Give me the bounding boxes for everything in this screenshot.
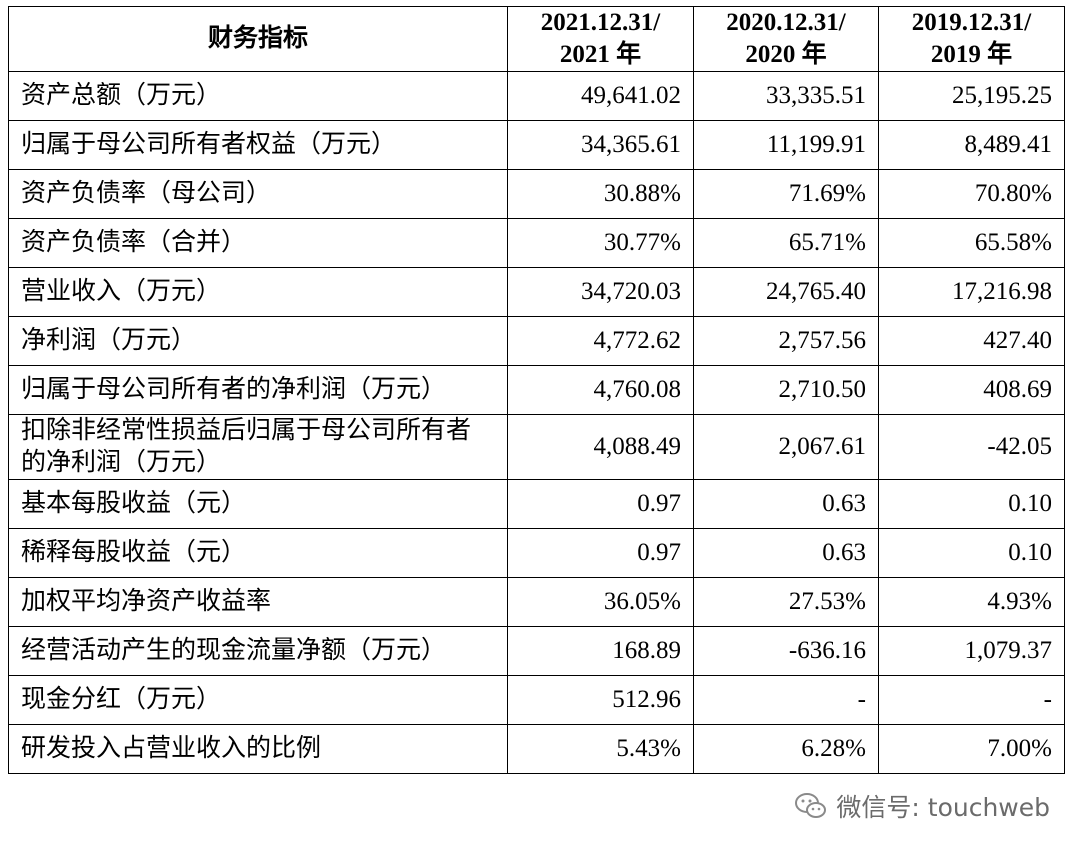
header-line: 2020 年 <box>745 41 827 68</box>
value-cell: - <box>878 675 1065 725</box>
value-cell: 0.63 <box>693 528 879 578</box>
row-label: 基本每股收益（元） <box>8 479 508 529</box>
header-line: 2019.12.31/ <box>911 9 1032 36</box>
header-cell: 2020.12.31/2020 年 <box>693 6 879 72</box>
value-cell: 25,195.25 <box>878 71 1065 121</box>
value-cell: 5.43% <box>507 724 694 774</box>
row-label: 研发投入占营业收入的比例 <box>8 724 508 774</box>
header-row: 财务指标 2021.12.31/2021 年 2020.12.31/2020 年 20… <box>8 6 1065 72</box>
row-label: 资产负债率（合并） <box>8 218 508 268</box>
value-cell: 36.05% <box>507 577 694 627</box>
watermark-text: 微信号: touchweb <box>836 793 1050 822</box>
value-cell: 11,199.91 <box>693 120 879 170</box>
value-cell: 4,088.49 <box>507 414 694 480</box>
row-label: 资产总额（万元） <box>8 71 508 121</box>
value-cell: 7.00% <box>878 724 1065 774</box>
value-cell: 0.97 <box>507 479 694 529</box>
value-cell: 2,710.50 <box>693 365 879 415</box>
value-cell: 8,489.41 <box>878 120 1065 170</box>
row-label: 净利润（万元） <box>8 316 508 366</box>
value-cell: 6.28% <box>693 724 879 774</box>
value-cell: 65.58% <box>878 218 1065 268</box>
value-cell: 30.88% <box>507 169 694 219</box>
value-cell: 512.96 <box>507 675 694 725</box>
value-cell: 65.71% <box>693 218 879 268</box>
value-cell: 4,760.08 <box>507 365 694 415</box>
value-cell: 70.80% <box>878 169 1065 219</box>
value-cell: 34,365.61 <box>507 120 694 170</box>
row-label: 加权平均净资产收益率 <box>8 577 508 627</box>
table-row: 扣除非经常性损益后归属于母公司所有者的净利润（万元） 4,088.49 2,067.… <box>8 414 1065 480</box>
table-row: 研发投入占营业收入的比例 5.43% 6.28% 7.00% <box>8 724 1065 774</box>
financial-table: 财务指标 2021.12.31/2021 年 2020.12.31/2020 年 20… <box>8 6 1065 774</box>
row-label: 归属于母公司所有者的净利润（万元） <box>8 365 508 415</box>
table-row: 资产负债率（合并） 30.77% 65.71% 65.58% <box>8 218 1065 268</box>
table-row: 营业收入（万元） 34,720.03 24,765.40 17,216.98 <box>8 267 1065 317</box>
header-line: 2021 年 <box>559 41 642 68</box>
value-cell: 17,216.98 <box>878 267 1065 317</box>
value-cell: 4,772.62 <box>507 316 694 366</box>
value-cell: -636.16 <box>693 626 879 676</box>
table-row: 稀释每股收益（元） 0.97 0.63 0.10 <box>8 528 1065 578</box>
value-cell: -42.05 <box>878 414 1065 480</box>
value-cell: 408.69 <box>878 365 1065 415</box>
header-line: 2019 年 <box>930 41 1013 68</box>
value-cell: 33,335.51 <box>693 71 879 121</box>
table-row: 现金分红（万元） 512.96- - <box>8 675 1065 725</box>
value-cell: - <box>693 675 879 725</box>
table-row: 归属于母公司所有者的净利润（万元） 4,760.08 2,710.50 408.69 <box>8 365 1065 415</box>
header-cell: 财务指标 <box>8 6 508 72</box>
table-row: 净利润（万元） 4,772.62 2,757.56 427.40 <box>8 316 1065 366</box>
table-row: 加权平均净资产收益率 36.05% 27.53% 4.93% <box>8 577 1065 627</box>
value-cell: 0.63 <box>693 479 879 529</box>
wechat-icon <box>795 793 827 818</box>
value-cell: 0.10 <box>878 528 1065 578</box>
value-cell: 27.53% <box>693 577 879 627</box>
value-cell: 427.40 <box>878 316 1065 366</box>
row-label: 营业收入（万元） <box>8 267 508 317</box>
value-cell: 2,757.56 <box>693 316 879 366</box>
value-cell: 1,079.37 <box>878 626 1065 676</box>
row-label: 现金分红（万元） <box>8 675 508 725</box>
header-cell: 2019.12.31/2019 年 <box>878 6 1065 72</box>
row-label: 经营活动产生的现金流量净额（万元） <box>8 626 508 676</box>
row-label: 稀释每股收益（元） <box>8 528 508 578</box>
value-cell: 0.10 <box>878 479 1065 529</box>
value-cell: 2,067.61 <box>693 414 879 480</box>
value-cell: 24,765.40 <box>693 267 879 317</box>
value-cell: 49,641.02 <box>507 71 694 121</box>
header-line: 2021.12.31/ <box>540 9 661 36</box>
table-row: 经营活动产生的现金流量净额（万元） 168.89 -636.16 1,079.37 <box>8 626 1065 676</box>
value-cell: 71.69% <box>693 169 879 219</box>
value-cell: 0.97 <box>507 528 694 578</box>
row-label: 扣除非经常性损益后归属于母公司所有者的净利润（万元） <box>8 414 508 480</box>
value-cell: 4.93% <box>878 577 1065 627</box>
row-label: 归属于母公司所有者权益（万元） <box>8 120 508 170</box>
table-row: 资产负债率（母公司） 30.88% 71.69% 70.80% <box>8 169 1065 219</box>
value-cell: 30.77% <box>507 218 694 268</box>
table-row: 归属于母公司所有者权益（万元） 34,365.61 11,199.91 8,489.4… <box>8 120 1065 170</box>
header-line: 财务指标 <box>207 25 308 52</box>
header-cell: 2021.12.31/2021 年 <box>507 6 694 72</box>
value-cell: 34,720.03 <box>507 267 694 317</box>
row-label: 资产负债率（母公司） <box>8 169 508 219</box>
table-body: 资产总额（万元） 49,641.02 33,335.51 25,195.25 归属于母公… <box>8 71 1065 774</box>
value-cell: 168.89 <box>507 626 694 676</box>
header-line: 2020.12.31/ <box>726 9 846 36</box>
table-row: 资产总额（万元） 49,641.02 33,335.51 25,195.25 <box>8 71 1065 121</box>
table-row: 基本每股收益（元） 0.97 0.63 0.10 <box>8 479 1065 529</box>
watermark: 微信号: touchweb <box>794 788 1050 824</box>
